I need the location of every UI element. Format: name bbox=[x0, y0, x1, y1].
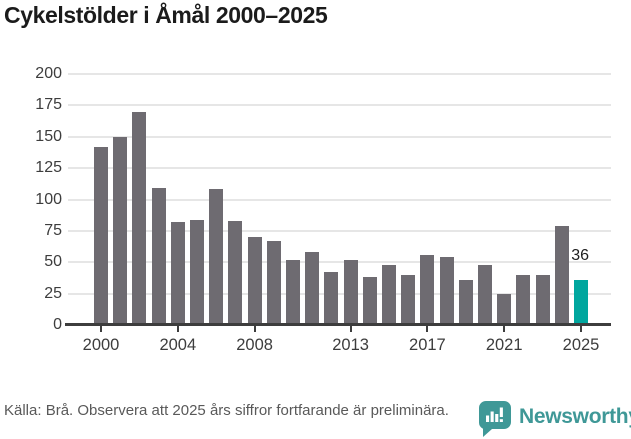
bar-2010 bbox=[286, 259, 300, 325]
plot-area: 36 bbox=[68, 73, 611, 325]
bar-2024 bbox=[554, 225, 569, 325]
y-tick-label: 25 bbox=[44, 284, 62, 302]
y-tick-label: 175 bbox=[35, 96, 62, 114]
x-tick-label: 2000 bbox=[82, 336, 120, 354]
bar-2022 bbox=[516, 274, 531, 325]
x-tick bbox=[426, 326, 429, 332]
y-tick-label: 125 bbox=[35, 159, 62, 177]
y-tick-label: 100 bbox=[35, 190, 62, 208]
gridline bbox=[68, 229, 611, 232]
bar-2009 bbox=[266, 240, 281, 325]
x-tick-label: 2021 bbox=[485, 336, 523, 354]
y-tick-label: 0 bbox=[53, 316, 62, 333]
newsworthy-logo: Newsworthy bbox=[478, 400, 631, 437]
bar-2017 bbox=[420, 254, 435, 325]
x-tick-label: 2013 bbox=[332, 336, 369, 354]
bar-2023 bbox=[535, 274, 550, 325]
bar-2004 bbox=[170, 222, 185, 325]
plot-wrap: 0 25 50 75 100 125 150 175 200 36 2000 2004 2008 20… bbox=[0, 65, 611, 354]
bar-2020 bbox=[478, 264, 492, 325]
gridline bbox=[68, 73, 611, 75]
gridline bbox=[68, 135, 611, 138]
bar-2016 bbox=[401, 274, 416, 325]
x-axis-line bbox=[65, 323, 611, 326]
bar-2008 bbox=[247, 237, 262, 325]
x-tick bbox=[253, 326, 256, 332]
x-tick-label: 2025 bbox=[562, 336, 600, 354]
x-tick bbox=[349, 326, 352, 332]
newsworthy-wordmark: Newsworthy bbox=[519, 404, 631, 428]
bar-2018 bbox=[439, 257, 454, 325]
bar-2015 bbox=[382, 264, 396, 325]
bar-2006 bbox=[209, 189, 224, 325]
gridline bbox=[68, 261, 611, 264]
x-tick-label: 2017 bbox=[409, 336, 446, 354]
bar-2007 bbox=[228, 220, 243, 325]
bar-2019 bbox=[458, 279, 473, 325]
bar-2005 bbox=[190, 219, 204, 325]
bar-2025 bbox=[574, 279, 588, 325]
y-tick-label: 150 bbox=[35, 127, 62, 145]
gridline bbox=[68, 167, 611, 170]
y-tick-label: 75 bbox=[44, 221, 62, 239]
bar-2013 bbox=[343, 259, 358, 325]
bar-2021 bbox=[497, 293, 512, 325]
y-axis-labels: 0 25 50 75 100 125 150 175 200 bbox=[0, 65, 62, 333]
bar-2003 bbox=[151, 188, 166, 325]
x-tick-label: 2004 bbox=[159, 336, 197, 354]
chart-title: Cykelstölder i Åmål 2000–2025 bbox=[4, 2, 328, 28]
gridline bbox=[68, 198, 611, 201]
bar-2001 bbox=[113, 136, 128, 325]
footer: Källa: Brå. Observera att 2025 års siffr… bbox=[0, 398, 631, 439]
source-note: Källa: Brå. Observera att 2025 års siffr… bbox=[4, 402, 449, 419]
x-tick-label: 2008 bbox=[236, 336, 273, 354]
x-tick bbox=[100, 326, 102, 332]
newsworthy-speech-bubble-chart-icon bbox=[478, 401, 511, 437]
bar-2012 bbox=[324, 272, 339, 325]
highlight-value-label: 36 bbox=[571, 246, 590, 264]
bar-2014 bbox=[362, 277, 377, 325]
y-tick-label: 50 bbox=[44, 253, 62, 271]
x-tick bbox=[176, 326, 179, 332]
bar-2000 bbox=[94, 146, 108, 325]
y-tick-label: 200 bbox=[35, 65, 62, 82]
gridline bbox=[68, 292, 611, 295]
x-tick bbox=[503, 326, 506, 332]
gridline bbox=[68, 104, 611, 107]
bar-2011 bbox=[305, 252, 320, 325]
x-tick bbox=[580, 326, 582, 332]
bar-2002 bbox=[132, 111, 147, 325]
